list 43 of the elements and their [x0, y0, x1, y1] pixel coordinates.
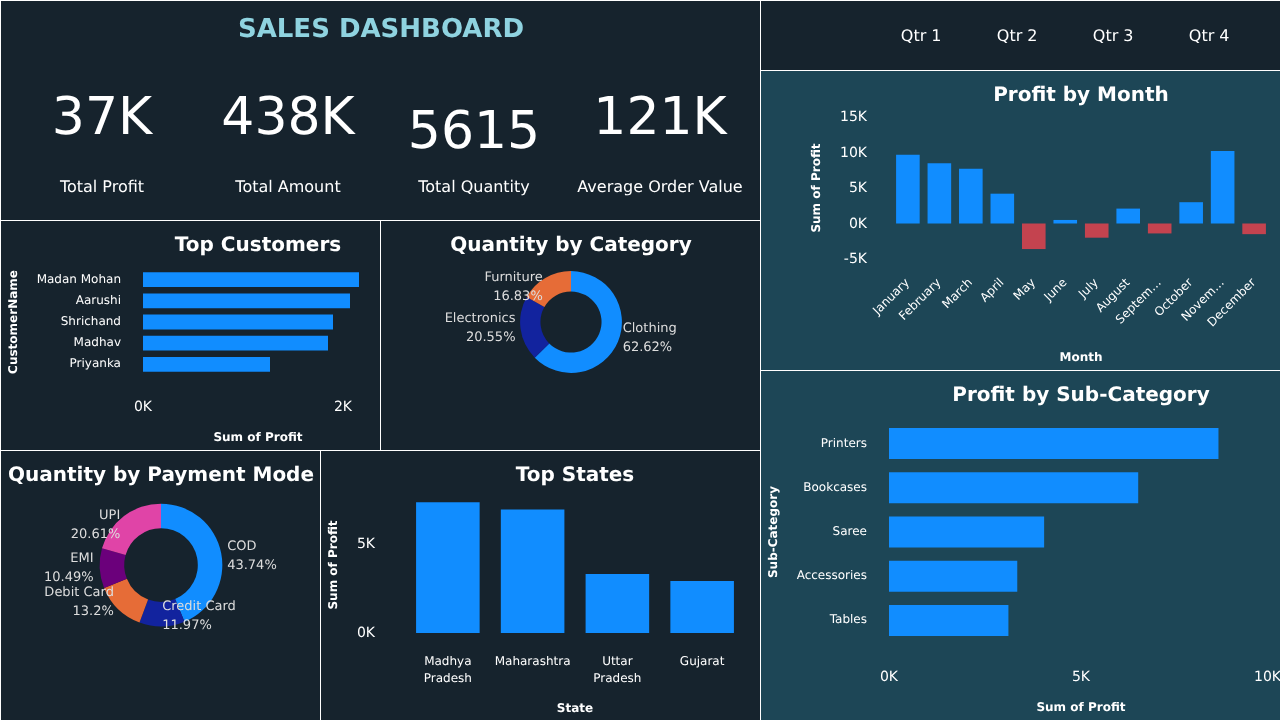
- bar: [143, 314, 333, 330]
- bar: [143, 335, 328, 351]
- chart-title: Quantity by Category: [450, 235, 693, 257]
- chart-title: Profit by Month: [993, 85, 1169, 107]
- bar: [927, 163, 952, 224]
- text: 5615: [407, 102, 541, 163]
- bar: [1084, 223, 1109, 238]
- bar: [990, 193, 1015, 224]
- bar: [416, 502, 480, 633]
- text: Average Order Value: [577, 177, 743, 196]
- text: Qtr 4: [1188, 27, 1230, 45]
- bar: [889, 472, 1139, 504]
- text: 438K: [221, 88, 357, 149]
- text: SALES DASHBOARD: [237, 15, 525, 45]
- bar: [143, 272, 359, 288]
- bar: [896, 154, 920, 224]
- bar: [1116, 208, 1141, 224]
- text: 121K: [593, 88, 729, 149]
- bar: [500, 509, 565, 633]
- text: Qtr 1: [900, 27, 942, 45]
- bar: [1242, 223, 1266, 235]
- bar: [1179, 202, 1203, 224]
- text: Total Quantity: [416, 177, 531, 196]
- text: Qtr 2: [996, 27, 1038, 45]
- bar: [585, 573, 650, 633]
- text: Total Amount: [233, 177, 341, 196]
- bar: [670, 581, 734, 633]
- bar: [889, 560, 1018, 592]
- bar: [959, 168, 983, 224]
- chart-title: Top States: [515, 465, 635, 487]
- bar: [143, 356, 270, 372]
- chart-title: Profit by Sub-Category: [952, 385, 1211, 407]
- chart-title: Quantity by Payment Mode: [8, 465, 315, 487]
- bar: [889, 428, 1219, 460]
- text: Qtr 3: [1092, 27, 1134, 45]
- bar: [143, 293, 350, 309]
- bar: [889, 516, 1045, 548]
- chart-title: Top Customers: [174, 235, 342, 257]
- bar: [1021, 223, 1046, 250]
- text: Total Profit: [57, 177, 145, 196]
- bar: [889, 604, 1009, 636]
- text: 37K: [51, 88, 155, 149]
- bar: [1210, 151, 1235, 224]
